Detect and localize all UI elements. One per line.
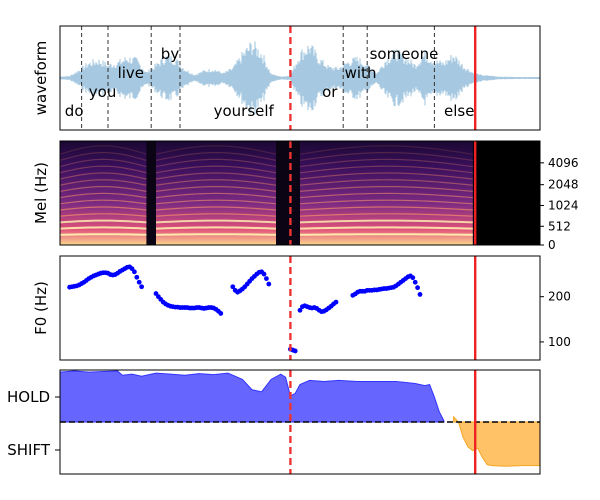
f0-point (218, 311, 224, 316)
mel-harmonic (60, 165, 147, 174)
mel-harmonic (60, 219, 147, 224)
mel-harmonic (155, 158, 277, 168)
mel-harmonic (155, 172, 277, 180)
mel-harmonic (60, 213, 147, 217)
mel-harmonic (155, 185, 277, 192)
mel-harmonic (299, 206, 473, 211)
mel-silence (475, 141, 540, 245)
f0-point (261, 271, 267, 277)
mel-harmonic (60, 158, 147, 168)
word-label: do (65, 102, 84, 120)
mel-harmonic (155, 226, 277, 230)
word-label: you (89, 83, 117, 101)
word-label: someone (370, 45, 439, 63)
f0-ticks: 100 200 (540, 290, 571, 349)
mel-tick-label: 0 (548, 238, 556, 252)
f0-point (292, 348, 298, 354)
mel-tick-label: 2048 (548, 178, 579, 192)
mel-harmonic (299, 165, 473, 174)
mel-harmonic (60, 199, 147, 205)
mel-plot (60, 141, 540, 245)
hold-label: HOLD (7, 388, 50, 406)
mel-tick-label: 1024 (548, 198, 579, 212)
word-label: with (345, 64, 377, 82)
f0-point (139, 284, 145, 290)
f0-frame (59, 255, 541, 361)
mel-harmonic (60, 145, 147, 155)
mel-harmonic (155, 165, 277, 174)
f0-point (136, 279, 142, 285)
mel-ticks: 0 512 1024 2048 4096 (540, 156, 579, 252)
mel-harmonic (60, 179, 147, 186)
mel-harmonic (299, 145, 473, 155)
mel-harmonic (299, 226, 473, 230)
mel-harmonic (60, 192, 147, 199)
mel-harmonic (155, 151, 277, 161)
f0-point (417, 292, 423, 297)
f0-point (266, 281, 272, 287)
mel-harmonic (155, 206, 277, 211)
mel-harmonic (60, 151, 147, 161)
mel-harmonic (299, 158, 473, 168)
mel-harmonic (60, 185, 147, 192)
waveform-frame (59, 25, 541, 131)
mel-harmonic (155, 199, 277, 205)
mel-harmonic (155, 219, 277, 224)
f0-plot (67, 256, 477, 360)
mel-frame (59, 140, 541, 246)
f0-point (132, 269, 137, 275)
f0-point (333, 299, 339, 305)
mel-harmonic (60, 206, 147, 211)
mel-harmonic (60, 233, 147, 236)
shift-area (453, 415, 540, 467)
vad-panel: HOLD SHIFT (7, 369, 541, 475)
word-label: yourself (214, 102, 275, 120)
mel-ylabel: Mel (Hz) (32, 162, 50, 224)
hold-area (60, 370, 445, 423)
mel-tick-label: 512 (548, 219, 571, 233)
mel-harmonic (299, 172, 473, 180)
vad-plot (60, 370, 540, 474)
mel-harmonic (299, 213, 473, 217)
f0-point (134, 274, 140, 280)
mel-harmonic (155, 145, 277, 155)
f0-point (415, 285, 420, 291)
f0-point (264, 276, 269, 282)
mel-harmonic (155, 213, 277, 217)
mel-harmonic (155, 233, 277, 236)
mel-harmonic (155, 192, 277, 199)
word-label: by (161, 45, 180, 63)
f0-point (412, 279, 418, 285)
vad-frame (59, 369, 541, 475)
word-label: or (322, 83, 338, 101)
mel-tick-label: 4096 (548, 156, 579, 170)
mel-harmonic (299, 151, 473, 161)
waveform-ylabel: waveform (32, 41, 50, 116)
f0-point (230, 284, 236, 290)
mel-harmonic (60, 172, 147, 180)
mel-harmonic (155, 179, 277, 186)
mel-harmonic (60, 226, 147, 230)
mel-harmonic (299, 185, 473, 192)
mel-panel: 0 512 1024 2048 4096 Mel (Hz) (32, 140, 579, 252)
f0-point (297, 307, 303, 313)
word-label: live (118, 64, 144, 82)
word-label: else (444, 102, 474, 120)
mel-harmonic (299, 219, 473, 224)
f0-point (410, 275, 416, 281)
f0-panel: 100 200 F0 (Hz) (32, 255, 571, 361)
f0-ylabel: F0 (Hz) (32, 281, 50, 335)
shift-label: SHIFT (7, 441, 51, 459)
mel-harmonic (299, 199, 473, 205)
mel-harmonic (299, 192, 473, 199)
mel-harmonic (299, 179, 473, 186)
mel-harmonic (299, 233, 473, 236)
f0-tick-label: 100 (548, 335, 571, 349)
f0-tick-label: 200 (548, 290, 571, 304)
